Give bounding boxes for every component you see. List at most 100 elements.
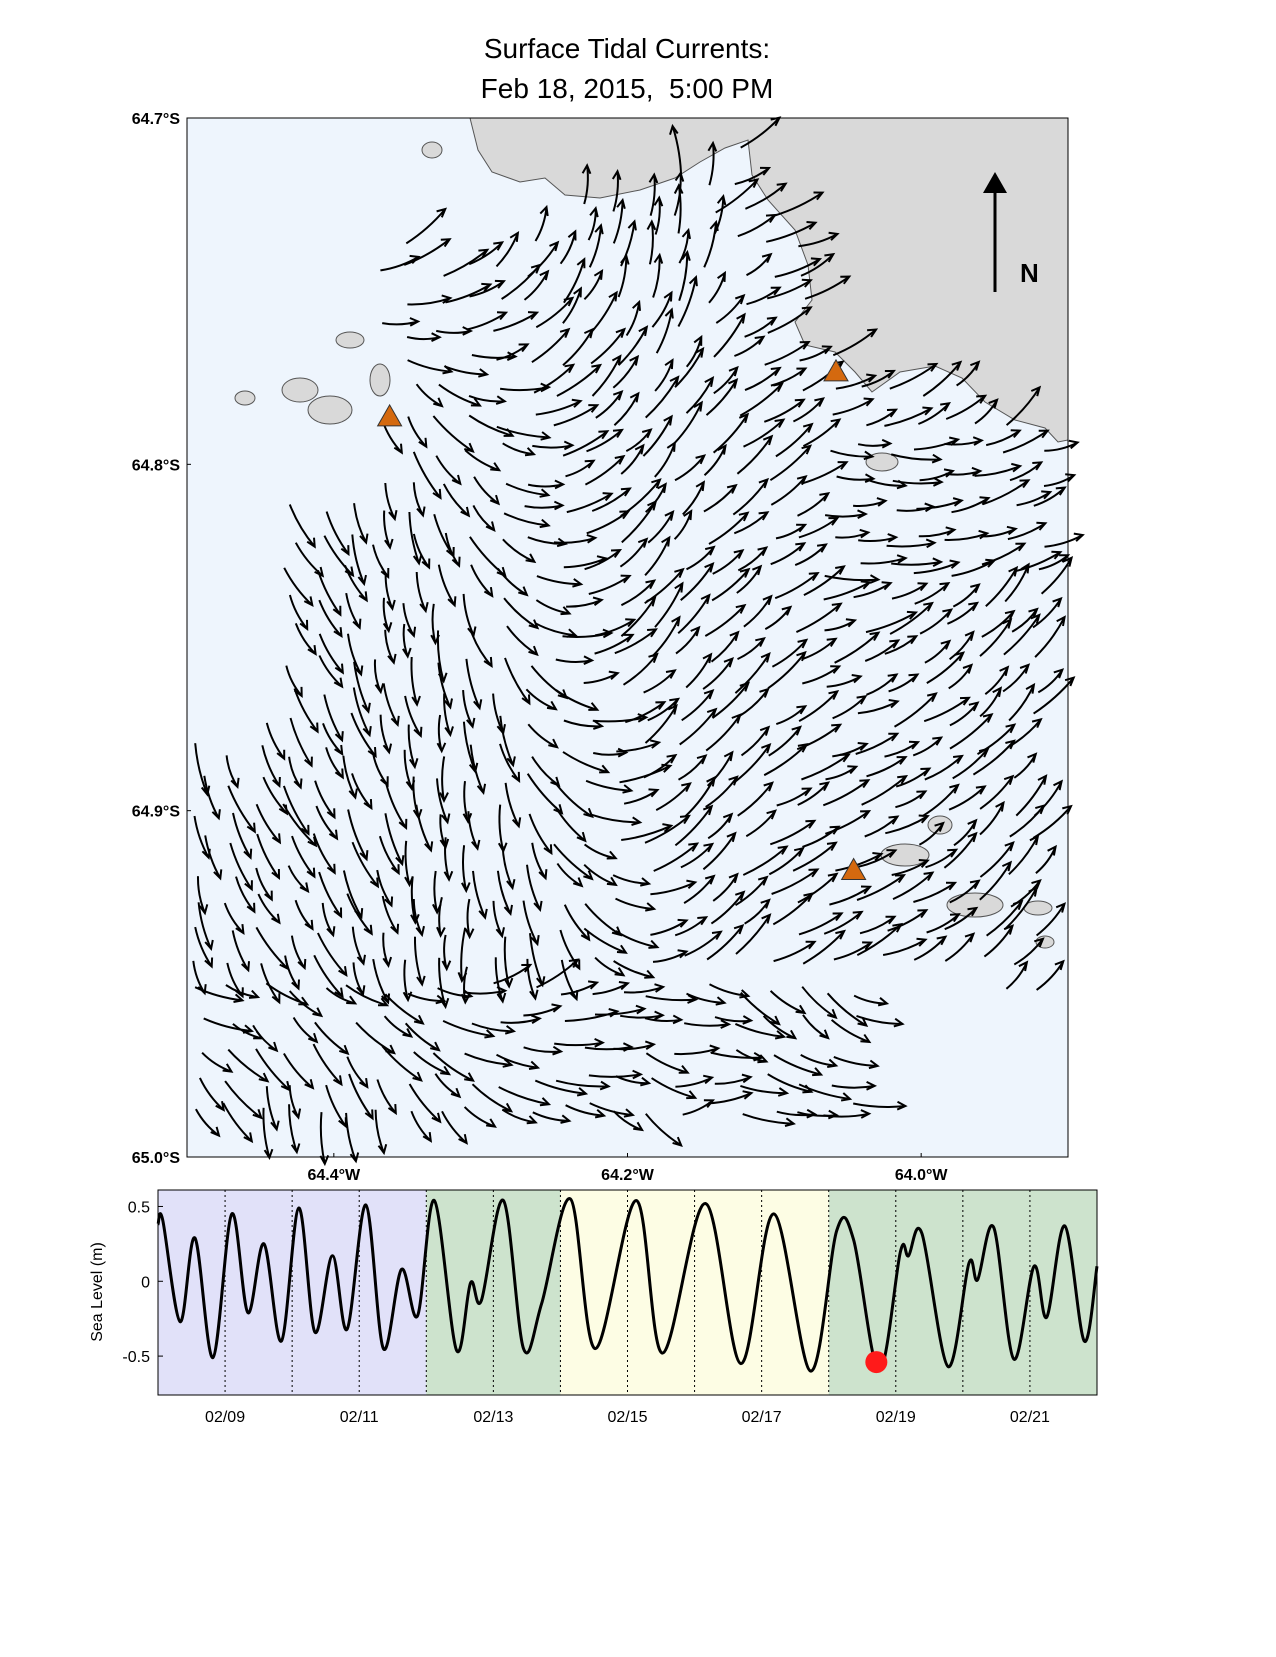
current-arrow xyxy=(770,542,807,566)
x-tick-label: 02/17 xyxy=(742,1409,782,1426)
current-arrow xyxy=(703,219,719,268)
current-arrow xyxy=(1007,521,1048,541)
current-arrow xyxy=(315,805,339,841)
current-arrow xyxy=(436,714,447,754)
current-arrow xyxy=(739,382,784,417)
current-arrow xyxy=(675,1074,715,1088)
current-arrow xyxy=(469,279,506,298)
station-marker xyxy=(823,358,849,382)
island xyxy=(946,892,1004,918)
current-arrow xyxy=(979,686,1003,718)
current-arrow xyxy=(293,688,319,734)
current-arrow xyxy=(643,669,677,694)
current-arrow xyxy=(918,402,951,425)
current-time-marker xyxy=(865,1351,888,1374)
current-arrow xyxy=(945,394,988,420)
current-arrow xyxy=(802,665,842,685)
current-arrow xyxy=(464,449,502,472)
y-tick-label: 65.0°S xyxy=(132,1150,181,1167)
current-arrow xyxy=(196,876,209,916)
current-arrow xyxy=(583,843,618,860)
current-arrow xyxy=(435,326,474,336)
current-arrow xyxy=(473,476,501,506)
current-arrow xyxy=(852,1100,908,1111)
current-arrow xyxy=(444,365,490,378)
current-arrow xyxy=(468,241,505,266)
current-arrow xyxy=(523,269,550,301)
current-arrow xyxy=(653,842,700,872)
current-arrow xyxy=(835,373,878,390)
current-arrow xyxy=(1035,844,1057,874)
current-arrow xyxy=(384,993,425,1025)
current-arrow xyxy=(707,140,718,186)
x-tick-label: 64.0°W xyxy=(895,1167,949,1184)
current-arrow xyxy=(385,784,408,830)
current-arrow xyxy=(265,982,310,1006)
current-arrow xyxy=(462,690,476,729)
current-arrow xyxy=(565,1104,607,1119)
current-arrow xyxy=(745,809,778,838)
current-arrow xyxy=(559,229,577,265)
current-arrow xyxy=(285,665,303,698)
current-arrow xyxy=(227,1048,270,1083)
current-arrow xyxy=(232,812,253,860)
current-arrow xyxy=(534,204,549,242)
current-arrow xyxy=(444,532,461,568)
current-arrow xyxy=(734,1022,787,1040)
current-arrow xyxy=(735,913,772,955)
current-arrow xyxy=(531,756,561,788)
current-arrow xyxy=(527,479,566,490)
current-arrow xyxy=(471,351,518,362)
current-arrow xyxy=(737,546,769,572)
current-arrow xyxy=(501,845,516,891)
current-arrow xyxy=(651,290,673,328)
current-arrow xyxy=(441,1110,468,1145)
current-arrow xyxy=(407,992,447,1005)
current-arrow xyxy=(882,937,928,956)
current-arrow xyxy=(673,400,703,444)
current-arrow xyxy=(833,1055,880,1070)
current-arrow xyxy=(584,454,626,486)
current-arrow xyxy=(835,528,871,539)
current-arrow xyxy=(408,511,423,566)
current-arrow xyxy=(502,442,537,457)
current-arrow xyxy=(857,438,893,449)
current-arrow xyxy=(288,1085,302,1120)
current-arrow xyxy=(590,813,643,826)
current-arrow xyxy=(1036,959,1065,991)
current-arrow xyxy=(287,865,310,894)
current-arrow xyxy=(594,1004,647,1016)
current-arrow xyxy=(1009,804,1046,838)
current-arrow xyxy=(674,804,714,847)
current-arrow xyxy=(956,360,981,387)
current-arrow xyxy=(986,429,1022,447)
current-arrow xyxy=(948,663,974,690)
current-arrow xyxy=(1037,668,1065,694)
current-arrow xyxy=(376,869,394,908)
current-arrow xyxy=(800,252,836,277)
current-arrow xyxy=(762,1015,798,1040)
current-arrow xyxy=(892,871,935,901)
current-arrow xyxy=(680,842,715,869)
current-arrow xyxy=(707,812,734,840)
current-arrow xyxy=(463,1106,497,1128)
current-arrow xyxy=(622,652,659,686)
current-arrow xyxy=(674,1044,721,1056)
current-arrow xyxy=(504,657,531,706)
current-arrow xyxy=(351,534,367,587)
current-arrow xyxy=(584,549,623,571)
current-arrow xyxy=(858,849,898,868)
current-arrow xyxy=(801,986,838,1020)
current-arrow xyxy=(525,688,558,711)
current-arrow xyxy=(673,509,693,540)
current-arrow xyxy=(1008,834,1040,876)
current-arrow xyxy=(887,909,929,932)
current-arrow xyxy=(566,596,604,608)
x-tick-label: 02/21 xyxy=(1010,1409,1050,1426)
current-arrow xyxy=(499,743,521,783)
current-arrow xyxy=(554,806,587,843)
current-arrow xyxy=(255,867,273,902)
current-arrow xyxy=(913,935,948,961)
current-arrow xyxy=(469,744,487,795)
current-arrow xyxy=(770,475,808,506)
